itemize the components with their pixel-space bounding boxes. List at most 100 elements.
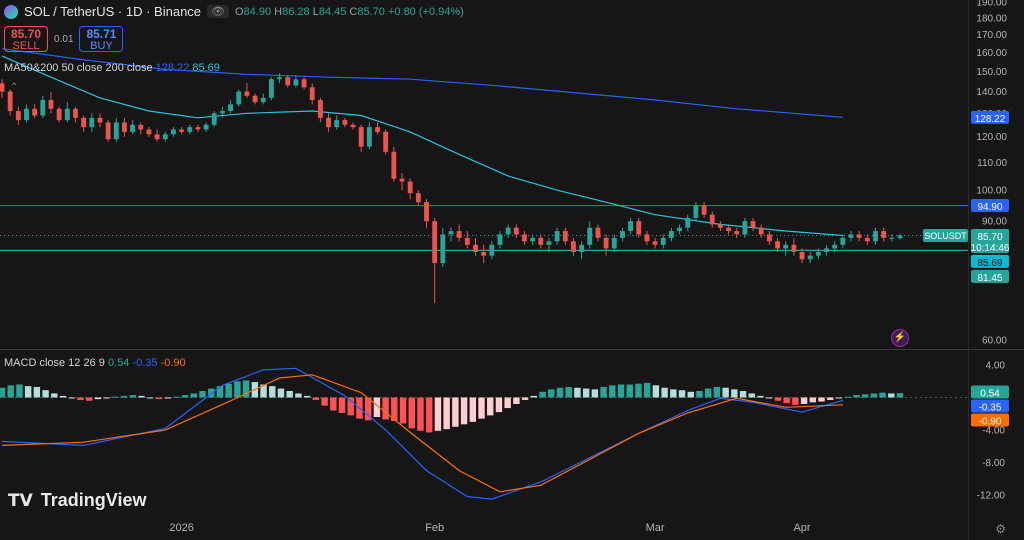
macd-histogram-bar — [7, 385, 14, 398]
macd-line-legend: -0.35 — [132, 357, 158, 369]
macd-tick-label: -4.00 — [982, 426, 1005, 437]
candle-body — [15, 111, 21, 121]
eye-icon[interactable]: 👁 — [207, 5, 229, 18]
macd-indicator-label[interactable]: MACD close 12 26 9 0.54 -0.35 -0.90 — [4, 357, 186, 369]
candle-body — [326, 117, 331, 128]
candle-body — [342, 120, 348, 125]
candle-body — [473, 244, 478, 253]
candle-body — [171, 129, 176, 135]
candle-body — [383, 131, 389, 152]
candle-body — [652, 241, 658, 245]
candle-body — [56, 108, 62, 121]
macd-histogram-bar — [713, 386, 721, 398]
ma50-price-tag-bg — [971, 254, 1009, 268]
high-key: H — [274, 5, 283, 18]
macd-title: MACD close 12 26 9 — [4, 357, 105, 369]
macd-signal-tag-bg — [971, 413, 1009, 427]
candle-body — [554, 231, 560, 242]
candle-body — [391, 151, 397, 179]
candle-body — [497, 234, 503, 245]
macd-histogram-bar — [234, 381, 241, 398]
buy-button[interactable]: 85.71 BUY — [79, 26, 124, 52]
candle-body — [32, 108, 38, 116]
candle-body — [464, 237, 470, 245]
candle-body — [799, 252, 805, 260]
candle-body — [693, 205, 699, 218]
macd-histogram-bar — [199, 391, 206, 398]
candle-body — [358, 127, 364, 147]
brand-name: TradingView — [40, 490, 147, 510]
macd-histogram-bar — [382, 397, 389, 420]
symbol-title[interactable]: SOL / TetherUS · 1D · Binance — [24, 4, 202, 19]
candle-body — [277, 77, 282, 80]
macd-histogram-bar — [861, 394, 869, 398]
macd-histogram-bar — [565, 386, 572, 398]
candle-body — [889, 237, 895, 239]
macd-histogram-bar — [391, 397, 398, 422]
macd-histogram-bar — [373, 397, 381, 417]
lightning-icon[interactable]: ⚡ — [891, 329, 909, 347]
candle-body — [64, 108, 70, 121]
macd-histogram-bar — [295, 393, 302, 398]
time-tick-label: 2026 — [169, 522, 193, 534]
candle-body — [758, 227, 764, 235]
macd-histogram-bar — [652, 385, 660, 398]
macd-histogram-bar — [766, 397, 773, 399]
macd-histogram-bar — [452, 397, 459, 427]
candle-body — [840, 237, 846, 245]
ma-indicator-label[interactable]: MA50&200 50 close 200 close 128.22 85.69 — [4, 62, 220, 74]
candle-body — [309, 87, 315, 101]
candle-body — [513, 227, 519, 235]
buy-label: BUY — [90, 40, 113, 52]
macd-histogram-bar — [330, 397, 337, 411]
macd-histogram-bar — [722, 387, 729, 398]
macd-histogram-bar — [269, 386, 276, 398]
macd-histogram-bar — [774, 397, 782, 401]
price-tick-label: 110.00 — [977, 158, 1007, 169]
candle-body — [668, 231, 674, 238]
macd-histogram-bar — [896, 393, 904, 398]
settings-icon[interactable]: ⚙ — [995, 522, 1006, 536]
candle-body — [81, 117, 87, 128]
candle-body — [40, 100, 46, 116]
macd-signal-line — [1, 374, 843, 493]
macd-histogram-bar — [225, 383, 232, 398]
macd-histogram-bar — [417, 397, 424, 431]
sell-button[interactable]: 85.70 SELL — [4, 26, 48, 52]
macd-histogram-bar — [792, 397, 799, 405]
candle-body — [375, 127, 380, 132]
resistance-price-tag-bg — [971, 199, 1009, 213]
candle-body — [432, 221, 438, 264]
candle-body — [334, 120, 340, 128]
candle-body — [701, 205, 707, 215]
candle-body — [881, 231, 887, 238]
macd-histogram-bar — [242, 380, 250, 398]
open-value: 84.90 — [243, 5, 272, 18]
ma50-line — [1, 55, 843, 237]
macd-histogram-bar — [800, 397, 808, 404]
candle-body — [726, 227, 731, 232]
macd-histogram-bar — [164, 397, 171, 399]
candle-body — [211, 113, 217, 125]
candle-body — [73, 108, 78, 118]
chevron-up-icon[interactable]: ⌃ — [10, 82, 19, 93]
macd-histogram-bar — [853, 395, 860, 398]
macd-histogram-bar — [286, 391, 293, 398]
macd-histogram-bar — [574, 387, 581, 398]
candle-body — [571, 241, 576, 253]
macd-histogram-bar — [120, 395, 128, 398]
candle-body — [775, 241, 780, 249]
macd-histogram-bar — [469, 397, 476, 422]
candle-body — [677, 227, 683, 232]
candle-body — [366, 127, 372, 147]
candle-body — [162, 134, 168, 140]
macd-histogram-bar — [687, 391, 694, 398]
price-tick-label: 180.00 — [976, 13, 1007, 24]
macd-histogram-bar — [818, 397, 825, 402]
macd-histogram-bar — [844, 396, 851, 398]
candle-body — [481, 252, 487, 256]
change-value: +0.80 (+0.94%) — [387, 5, 464, 18]
candle-body — [244, 91, 250, 96]
